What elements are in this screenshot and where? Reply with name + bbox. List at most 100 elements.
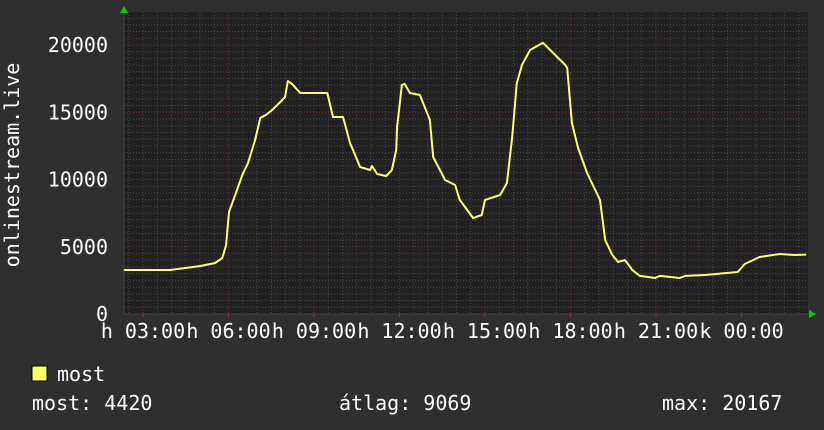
y-tick-label: 0 — [96, 302, 108, 326]
data-point — [484, 199, 486, 201]
y-tick-label: 15000 — [48, 100, 108, 124]
legend-label: most — [57, 362, 105, 386]
data-point — [429, 119, 431, 121]
data-point — [169, 269, 171, 271]
data-point — [123, 269, 126, 271]
data-point — [678, 277, 681, 279]
data-point — [279, 101, 282, 103]
stat-max: max: 20167 — [662, 391, 782, 415]
data-point — [529, 49, 531, 51]
x-axis-ticks: h 03:00 h 06:00 h 09:00 h 12:00 h 15:00 h 18:… — [101, 314, 784, 343]
data-point — [459, 199, 461, 201]
data-point — [287, 80, 289, 82]
data-point — [332, 116, 334, 118]
data-point — [385, 175, 388, 177]
data-point — [599, 199, 601, 201]
legend-swatch — [31, 365, 48, 382]
data-point — [472, 217, 474, 219]
data-point — [624, 259, 626, 261]
y-tick-label: 5000 — [60, 235, 108, 259]
x-tick-label: h 06:00 — [186, 319, 270, 343]
data-point — [566, 67, 568, 69]
data-point — [419, 94, 421, 96]
data-point — [396, 126, 398, 128]
data-point — [704, 274, 706, 276]
data-point — [214, 262, 216, 264]
data-point — [454, 184, 456, 186]
data-point — [241, 174, 244, 176]
x-tick-label: h 15:00 — [443, 319, 527, 343]
data-point — [371, 165, 373, 167]
data-point — [342, 116, 344, 118]
data-point — [376, 173, 378, 175]
x-tick-label: k 00:00 — [699, 319, 783, 343]
data-point — [247, 162, 249, 164]
data-point — [521, 64, 523, 66]
grid — [123, 10, 810, 315]
data-point — [228, 211, 230, 213]
data-point — [659, 275, 661, 277]
x-tick-label: h 12:00 — [357, 319, 441, 343]
data-point — [271, 109, 274, 111]
data-point — [793, 254, 796, 256]
data-point — [547, 47, 549, 49]
series-layer — [123, 41, 807, 279]
data-point — [432, 156, 435, 158]
data-point — [314, 92, 316, 94]
plot-area — [124, 12, 808, 314]
y-axis-arrow-icon — [120, 6, 128, 13]
x-axis-arrow-icon — [809, 310, 816, 318]
data-point — [631, 269, 634, 271]
data-point — [511, 137, 513, 139]
stat-current: most: 4420 — [32, 391, 152, 415]
data-point — [359, 166, 361, 168]
data-point — [259, 117, 262, 119]
data-point — [291, 83, 293, 85]
data-point — [654, 277, 656, 279]
data-point — [744, 263, 746, 265]
data-point — [395, 149, 397, 151]
data-point — [444, 179, 446, 181]
data-point — [604, 239, 606, 241]
data-point — [225, 244, 227, 246]
data-point — [617, 261, 619, 263]
data-point — [234, 194, 236, 196]
data-point — [804, 253, 807, 256]
data-point — [506, 182, 508, 184]
data-point — [326, 92, 329, 94]
x-tick-label: h 03:00 — [101, 319, 185, 343]
data-point — [736, 271, 739, 273]
data-point — [758, 256, 761, 258]
data-point — [284, 96, 286, 98]
y-tick-label: 10000 — [48, 168, 108, 192]
data-point — [349, 142, 351, 144]
data-point — [611, 254, 614, 256]
data-point — [403, 83, 406, 85]
data-point — [409, 92, 411, 94]
x-tick-label: h 18:00 — [528, 319, 612, 343]
y-axis-label: onlinestream.live — [0, 63, 24, 268]
stat-average: átlag: 9069 — [339, 391, 471, 415]
data-point — [577, 147, 579, 149]
data-point — [684, 275, 686, 277]
data-point — [265, 114, 267, 116]
data-point — [401, 84, 403, 86]
data-point — [516, 82, 518, 84]
data-point — [542, 41, 544, 44]
data-point — [369, 169, 371, 171]
data-point — [499, 194, 502, 196]
data-point — [639, 275, 641, 277]
data-point — [221, 257, 224, 259]
y-axis-ticks: 0 5000 10000 15000 20000 — [48, 33, 108, 326]
data-point — [254, 139, 256, 141]
data-point — [564, 64, 567, 66]
data-point — [299, 92, 302, 94]
data-point — [586, 172, 588, 174]
x-tick-label: h 21:00 — [614, 319, 698, 343]
x-tick-label: h 09:00 — [272, 319, 356, 343]
data-point — [556, 56, 558, 58]
data-point — [199, 265, 202, 267]
data-point — [571, 122, 573, 124]
data-point — [391, 169, 393, 171]
